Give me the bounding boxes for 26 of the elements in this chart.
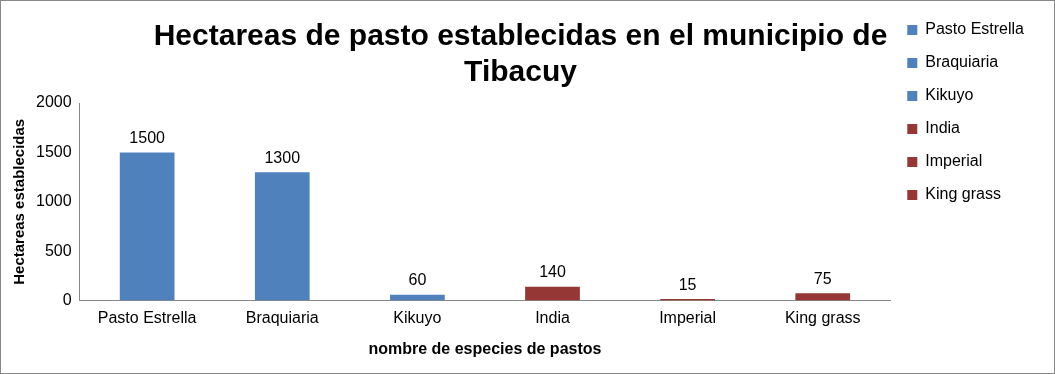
x-tick-label: Braquiaria (245, 308, 319, 326)
y-axis-title: Hectareas establecidas (10, 118, 28, 285)
y-tick-label: 1500 (36, 142, 72, 160)
legend-label: Braquiaria (925, 53, 999, 71)
data-label: 75 (813, 269, 832, 287)
data-label: 140 (539, 263, 566, 281)
legend-label: King grass (925, 185, 1001, 203)
x-tick-label: King grass (784, 308, 861, 326)
data-label: 60 (408, 271, 427, 289)
data-label: 1500 (129, 128, 166, 146)
x-tick-label: Pasto Estrella (97, 308, 197, 326)
legend-label: India (925, 119, 961, 137)
y-tick-label: 0 (62, 291, 72, 309)
x-axis-title: nombre de especies de pastos (368, 339, 602, 357)
x-tick-label: Imperial (659, 308, 717, 326)
x-tick-label: Kikuyo (393, 308, 442, 326)
x-tick-label: India (535, 308, 570, 326)
legend-label: Pasto Estrella (925, 20, 1025, 38)
data-label: 1300 (264, 148, 301, 166)
legend-label: Imperial (925, 152, 983, 170)
legend-label: Kikuyo (925, 86, 974, 104)
y-tick-label: 1000 (36, 192, 72, 210)
data-label: 15 (678, 275, 697, 293)
chart-title: Hectareas de pasto establecidas en el municipio de Tibacuy (153, 18, 888, 88)
y-tick-label: 2000 (36, 93, 72, 111)
y-tick-label: 500 (44, 241, 72, 259)
